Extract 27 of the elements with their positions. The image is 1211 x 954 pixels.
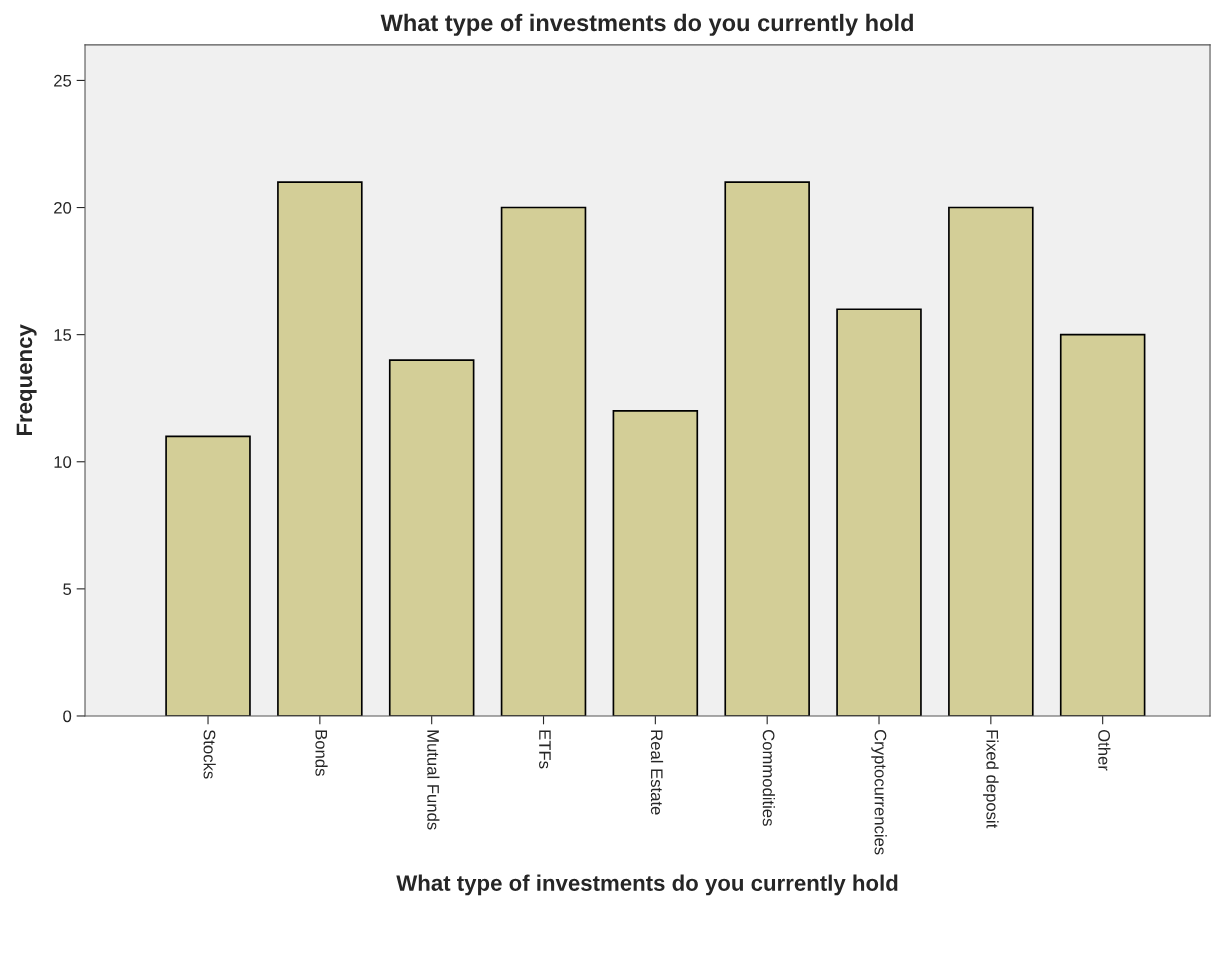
x-tick-label: Commodities — [762, 730, 775, 826]
y-axis-title: Frequency — [16, 324, 37, 436]
bar — [836, 308, 922, 716]
y-tick-label: 0 — [63, 710, 72, 723]
x-axis-title: What type of investments do you currently hold — [396, 874, 898, 896]
chart-title: What type of investments do you currently hold — [380, 13, 913, 36]
bar — [500, 206, 587, 716]
y-tick-label: 15 — [54, 329, 72, 341]
y-tick-label: 10 — [54, 456, 72, 468]
x-tick-label: Bonds — [315, 730, 328, 776]
x-tick-label: Fixed deposit — [983, 730, 999, 829]
x-tick-label: Other — [1098, 729, 1111, 771]
x-tick-label: ETFs — [539, 730, 551, 769]
x-tick-label: Mutual Funds — [427, 730, 440, 830]
bar — [948, 206, 1034, 716]
bar — [1059, 333, 1146, 716]
bar — [724, 181, 810, 716]
x-tick-label: Stocks — [203, 729, 216, 779]
bar — [612, 410, 699, 716]
y-tick-label: 25 — [54, 74, 72, 87]
bar — [165, 435, 251, 716]
bar — [277, 181, 363, 716]
x-tick-label: Cryptocurrencies — [871, 730, 887, 855]
y-tick-label: 20 — [54, 201, 72, 214]
x-tick-label: Real Estate — [650, 730, 664, 815]
y-tick-label: 5 — [63, 583, 72, 596]
bar — [388, 359, 475, 716]
